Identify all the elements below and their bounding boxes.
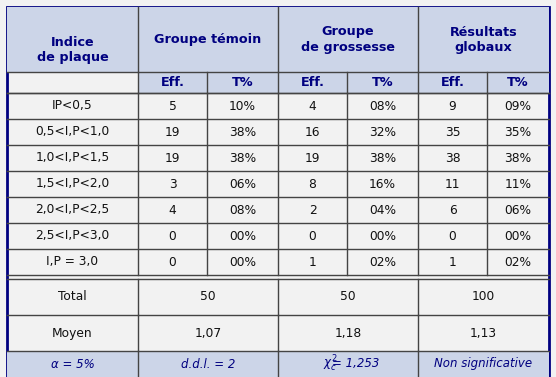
Text: 1,13: 1,13 bbox=[470, 326, 497, 340]
Text: 38%: 38% bbox=[229, 152, 256, 164]
Text: Eff.: Eff. bbox=[161, 76, 185, 89]
Text: 38%: 38% bbox=[229, 126, 256, 138]
Text: Moyen: Moyen bbox=[52, 326, 93, 340]
Text: 38: 38 bbox=[445, 152, 460, 164]
Text: 38%: 38% bbox=[369, 152, 396, 164]
Text: I,P = 3,0: I,P = 3,0 bbox=[47, 256, 98, 268]
Text: 00%: 00% bbox=[369, 230, 396, 242]
Text: 0: 0 bbox=[449, 230, 456, 242]
Bar bbox=[7, 7, 549, 72]
Bar bbox=[138, 72, 549, 93]
Text: 50: 50 bbox=[340, 291, 356, 303]
Text: 16: 16 bbox=[305, 126, 320, 138]
Text: 5: 5 bbox=[168, 100, 176, 112]
Text: 0,5<I,P<1,0: 0,5<I,P<1,0 bbox=[36, 126, 110, 138]
Text: Groupe
de grossesse: Groupe de grossesse bbox=[301, 26, 395, 54]
Text: 100: 100 bbox=[472, 291, 495, 303]
Text: 38%: 38% bbox=[504, 152, 532, 164]
Text: 11: 11 bbox=[445, 178, 460, 190]
Text: 06%: 06% bbox=[504, 204, 532, 216]
Text: 04%: 04% bbox=[369, 204, 396, 216]
Text: T%: T% bbox=[507, 76, 529, 89]
Text: Non significative: Non significative bbox=[434, 357, 533, 371]
Text: Total: Total bbox=[58, 291, 87, 303]
Text: 35%: 35% bbox=[504, 126, 532, 138]
Text: 19: 19 bbox=[305, 152, 320, 164]
Text: 1: 1 bbox=[449, 256, 456, 268]
Text: 10%: 10% bbox=[229, 100, 256, 112]
Text: Indice
de plaque: Indice de plaque bbox=[37, 36, 108, 64]
Text: 16%: 16% bbox=[369, 178, 396, 190]
Text: 2,5<I,P<3,0: 2,5<I,P<3,0 bbox=[36, 230, 110, 242]
Text: 9: 9 bbox=[449, 100, 456, 112]
Text: 32%: 32% bbox=[369, 126, 396, 138]
Text: 00%: 00% bbox=[229, 256, 256, 268]
Text: 02%: 02% bbox=[504, 256, 532, 268]
Text: 4: 4 bbox=[168, 204, 176, 216]
Text: 50: 50 bbox=[200, 291, 216, 303]
Text: Groupe témoin: Groupe témoin bbox=[155, 33, 262, 46]
Text: 2: 2 bbox=[309, 204, 316, 216]
Text: 19: 19 bbox=[165, 126, 180, 138]
Text: 02%: 02% bbox=[369, 256, 396, 268]
Text: 35: 35 bbox=[445, 126, 460, 138]
Text: 6: 6 bbox=[449, 204, 456, 216]
Text: 09%: 09% bbox=[504, 100, 532, 112]
Text: Résultats
globaux: Résultats globaux bbox=[450, 26, 517, 54]
Text: 08%: 08% bbox=[229, 204, 256, 216]
Text: T%: T% bbox=[232, 76, 254, 89]
Text: 06%: 06% bbox=[229, 178, 256, 190]
Text: 1,0<I,P<1,5: 1,0<I,P<1,5 bbox=[36, 152, 110, 164]
Text: IP<0,5: IP<0,5 bbox=[52, 100, 93, 112]
Text: T%: T% bbox=[372, 76, 393, 89]
Text: 0: 0 bbox=[168, 230, 176, 242]
Text: $\chi^2_c$: $\chi^2_c$ bbox=[323, 354, 337, 374]
Text: 08%: 08% bbox=[369, 100, 396, 112]
Text: 1: 1 bbox=[309, 256, 316, 268]
Text: 1,5<I,P<2,0: 1,5<I,P<2,0 bbox=[36, 178, 110, 190]
Text: 8: 8 bbox=[309, 178, 316, 190]
Text: 2,0<I,P<2,5: 2,0<I,P<2,5 bbox=[36, 204, 110, 216]
Text: 0: 0 bbox=[309, 230, 316, 242]
Text: 11%: 11% bbox=[504, 178, 532, 190]
Text: 00%: 00% bbox=[504, 230, 532, 242]
Text: 3: 3 bbox=[168, 178, 176, 190]
Text: Eff.: Eff. bbox=[440, 76, 464, 89]
Text: 1,18: 1,18 bbox=[334, 326, 361, 340]
Text: 00%: 00% bbox=[229, 230, 256, 242]
Text: α = 5%: α = 5% bbox=[51, 357, 95, 371]
Text: = 1,253: = 1,253 bbox=[332, 357, 380, 371]
Text: 0: 0 bbox=[168, 256, 176, 268]
Text: d.d.l. = 2: d.d.l. = 2 bbox=[181, 357, 235, 371]
Text: 19: 19 bbox=[165, 152, 180, 164]
Bar bbox=[7, 351, 549, 377]
Text: Eff.: Eff. bbox=[301, 76, 325, 89]
Text: 4: 4 bbox=[309, 100, 316, 112]
Text: 1,07: 1,07 bbox=[195, 326, 221, 340]
